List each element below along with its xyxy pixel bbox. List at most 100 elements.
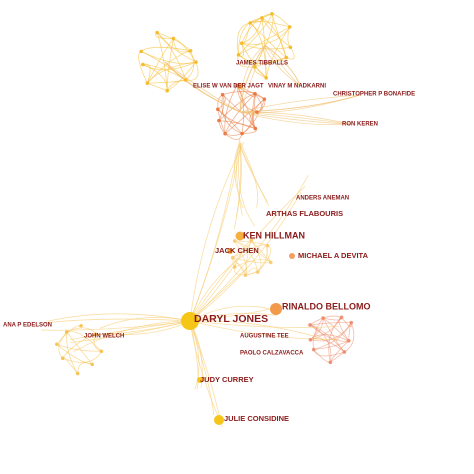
node xyxy=(262,97,267,101)
edge xyxy=(224,133,243,141)
edge xyxy=(313,349,345,357)
edge xyxy=(241,26,291,45)
edge xyxy=(189,320,340,340)
edge xyxy=(234,143,244,209)
node xyxy=(287,25,292,29)
node xyxy=(288,45,293,50)
node xyxy=(214,415,224,425)
edge xyxy=(264,44,301,87)
node xyxy=(90,362,95,367)
node xyxy=(255,110,259,114)
edge xyxy=(58,331,67,359)
edge xyxy=(66,327,96,335)
edge xyxy=(189,254,242,322)
node xyxy=(220,92,225,97)
node-label: MICHAEL A DEVITA xyxy=(298,251,369,260)
node xyxy=(253,91,257,96)
edges xyxy=(41,13,361,428)
edge xyxy=(41,320,191,331)
edge xyxy=(73,320,191,352)
node xyxy=(289,253,295,259)
node xyxy=(249,238,254,242)
edge xyxy=(261,17,287,58)
edge xyxy=(189,249,252,322)
edge xyxy=(239,111,351,125)
edge xyxy=(239,111,351,125)
edge xyxy=(234,240,259,273)
edge xyxy=(217,109,256,129)
edge xyxy=(189,138,241,322)
nodes xyxy=(55,12,354,425)
node xyxy=(284,55,289,60)
edge xyxy=(309,315,342,326)
node-label: PAOLO CALZAVACCA xyxy=(240,351,304,357)
node xyxy=(253,126,258,131)
labels: JAMES TIBBALLS ELISE W VAN DER JAGT VINA… xyxy=(3,61,415,423)
node xyxy=(346,338,351,343)
edge xyxy=(156,32,191,52)
edge xyxy=(265,26,291,78)
node xyxy=(60,356,65,361)
edge xyxy=(238,26,290,56)
node xyxy=(145,81,150,85)
edge xyxy=(217,94,226,134)
edge xyxy=(323,317,343,321)
edge xyxy=(239,44,266,113)
node-label: VINAY M NADKARNI xyxy=(268,84,326,90)
node xyxy=(197,377,203,383)
node-label: ELISE W VAN DER JAGT xyxy=(193,84,264,90)
node xyxy=(248,21,253,25)
edge xyxy=(237,54,255,68)
edge xyxy=(189,320,324,340)
node xyxy=(308,323,312,327)
node xyxy=(139,49,143,54)
edge xyxy=(224,85,238,134)
node xyxy=(155,30,159,35)
node-label: JAMES TIBBALLS xyxy=(236,61,288,67)
node xyxy=(252,64,257,69)
node-label: JACK CHEN xyxy=(215,246,259,255)
edge xyxy=(309,322,352,326)
edge xyxy=(98,320,191,336)
node xyxy=(339,315,344,320)
node-label: AUGUSTINE TEE xyxy=(240,334,289,340)
node xyxy=(217,118,221,123)
node xyxy=(328,360,333,365)
node xyxy=(188,48,193,53)
edge xyxy=(185,61,199,81)
edge xyxy=(224,93,256,134)
node-label: ANDERS ANEMAN xyxy=(296,196,349,202)
node xyxy=(268,260,273,265)
edge xyxy=(173,38,191,53)
edge xyxy=(264,44,301,87)
node xyxy=(255,270,260,274)
edge xyxy=(239,94,361,113)
edge xyxy=(164,61,241,113)
edge xyxy=(66,331,79,374)
edge xyxy=(239,44,266,113)
node xyxy=(239,41,244,45)
edge xyxy=(189,192,302,322)
node xyxy=(270,12,274,16)
edge xyxy=(322,317,345,353)
node-label: ANA P EDELSON xyxy=(3,323,52,329)
edge xyxy=(238,142,256,227)
node xyxy=(194,60,198,64)
node xyxy=(75,371,80,376)
node xyxy=(93,332,98,336)
node xyxy=(235,231,245,241)
node-label: KEN HILLMAN xyxy=(243,230,305,240)
edge xyxy=(239,111,351,125)
edge xyxy=(239,144,270,207)
edge xyxy=(264,44,301,87)
node xyxy=(141,62,145,67)
node xyxy=(260,16,264,20)
edge xyxy=(138,51,148,84)
node xyxy=(79,323,83,328)
node xyxy=(232,239,237,243)
node xyxy=(265,243,270,248)
node xyxy=(165,88,169,93)
edge xyxy=(313,340,349,350)
node xyxy=(321,316,325,320)
